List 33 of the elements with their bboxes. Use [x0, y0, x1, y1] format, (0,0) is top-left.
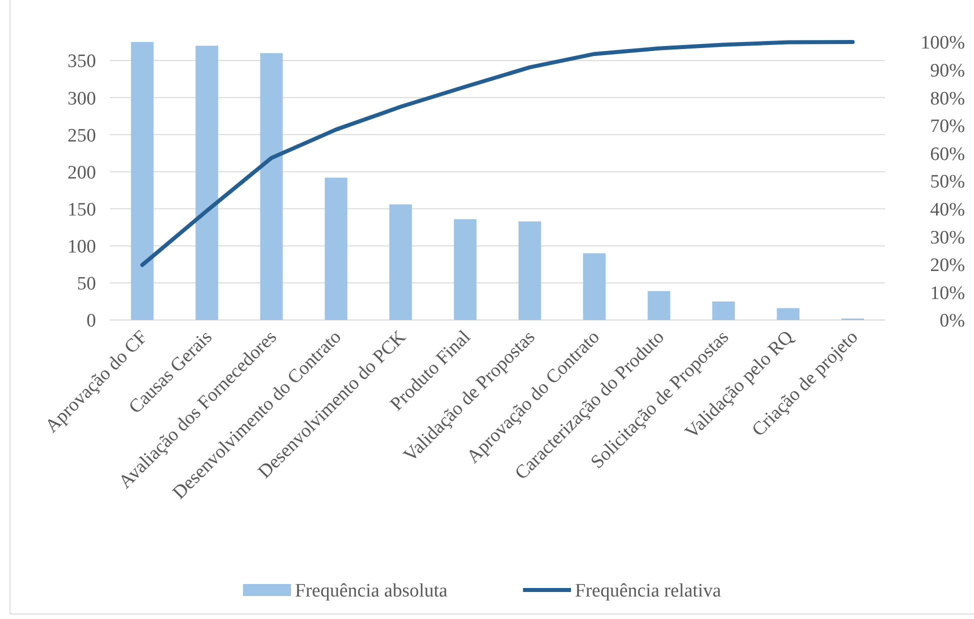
- y-tick-label: 300: [68, 88, 96, 110]
- line-series: [140, 40, 855, 267]
- y-tick-label: 150: [68, 199, 96, 220]
- y2-tick-label: 100%: [920, 32, 966, 54]
- bar: [454, 219, 477, 320]
- y2-tick-label: 20%: [930, 255, 966, 276]
- y2-tick-label: 10%: [930, 282, 966, 304]
- y-tick-label: 0: [86, 310, 96, 332]
- y2-tick-label: 30%: [930, 227, 966, 248]
- bar: [196, 46, 218, 320]
- bar: [776, 308, 800, 320]
- y-tick-label: 350: [68, 51, 96, 72]
- bar: [389, 204, 412, 320]
- y2-tick-label: 60%: [930, 144, 966, 165]
- y2-tick-label: 80%: [930, 88, 966, 110]
- y2-tick-label: 50%: [930, 172, 966, 193]
- y2-tick-label: 90%: [930, 60, 966, 82]
- y-tick-label: 50: [77, 274, 96, 295]
- bar: [324, 178, 348, 320]
- bar: [260, 53, 283, 320]
- y-tick-label: 100: [68, 236, 96, 258]
- bar: [583, 253, 606, 320]
- bar: [518, 221, 542, 320]
- legend-label: Frequência relativa: [575, 580, 722, 602]
- y-tick-label: 200: [68, 162, 96, 184]
- y2-tick-label: 70%: [930, 116, 966, 138]
- y-tick-label: 250: [68, 125, 96, 146]
- y2-tick-label: 40%: [930, 199, 966, 220]
- legend-label: Frequência absoluta: [295, 580, 448, 602]
- bar: [648, 291, 670, 320]
- bar: [130, 42, 154, 320]
- bar: [712, 301, 735, 320]
- y2-tick-label: 0%: [940, 310, 966, 332]
